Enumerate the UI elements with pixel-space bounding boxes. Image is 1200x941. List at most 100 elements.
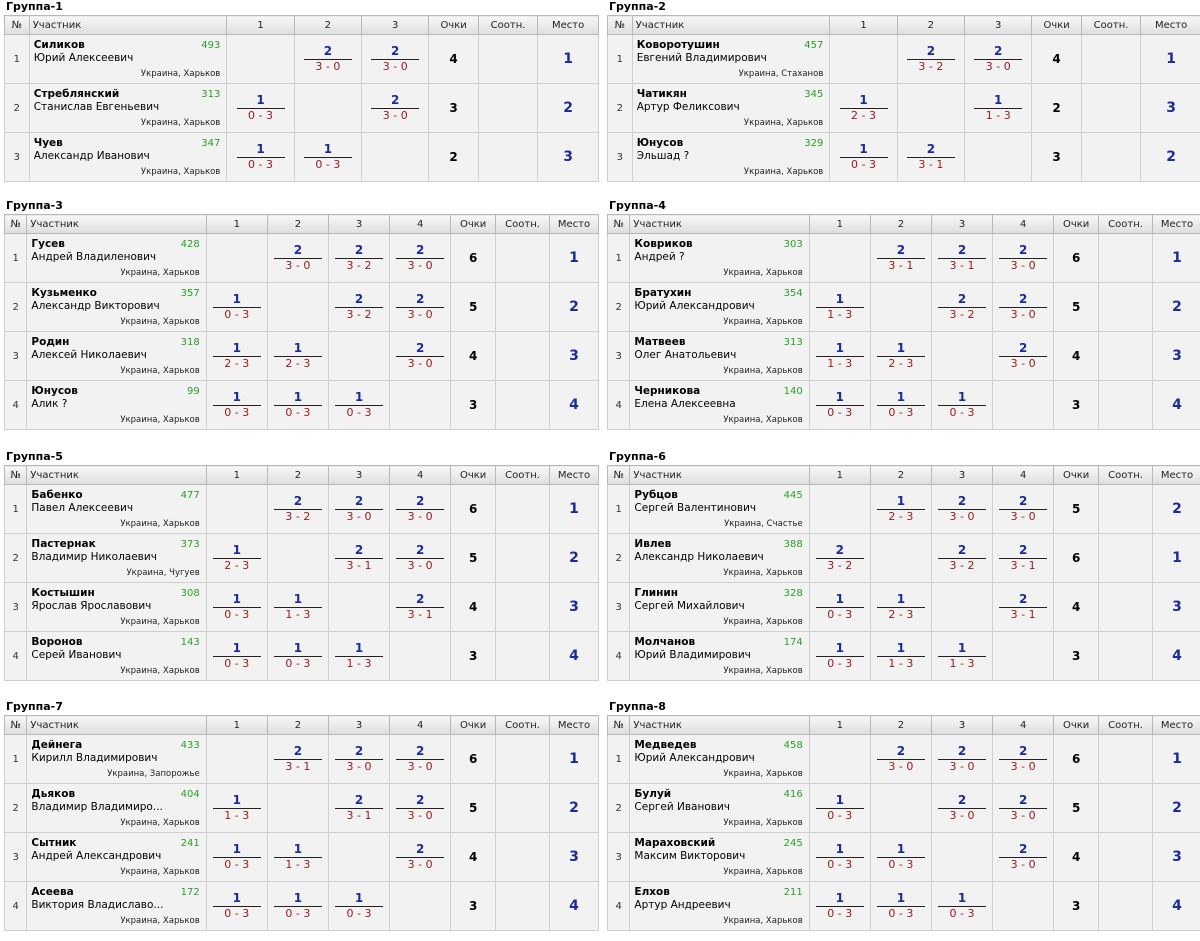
player-cell[interactable]: Рубцов Сергей Валентинович 445 Украина, Сча… (629, 484, 810, 534)
player-lastname[interactable]: Стреблянский (33, 88, 120, 100)
player-cell[interactable]: Чатикян Артур Феликсович 345 Украина, Харьк… (631, 83, 831, 133)
player-lastname[interactable]: Гусев (31, 238, 65, 250)
player-lastname[interactable]: Черникова (634, 385, 701, 397)
player-lastname[interactable]: Ивлев (634, 538, 672, 550)
player-lastname[interactable]: Асеева (31, 886, 74, 898)
player-cell[interactable]: Асеева Виктория Владиславо... 172 Украина, … (26, 881, 207, 931)
player-lastname[interactable]: Юнусов (636, 137, 684, 149)
player-lastname[interactable]: Молчанов (634, 636, 696, 648)
player-lastname[interactable]: Пастернак (31, 538, 96, 550)
player-cell[interactable]: Чуев Александр Иванович 347 Украина, Харько… (28, 132, 228, 182)
player-cell[interactable]: Коворотушин Евгений Владимирович 457 Украин… (631, 34, 831, 84)
player-lastname[interactable]: Коворотушин (636, 39, 720, 51)
player-lastname[interactable]: Бабенко (31, 489, 83, 501)
player-lastname[interactable]: Сытник (31, 837, 77, 849)
player-cell[interactable]: Юнусов Алик ? 99 Украина, Харьков (26, 380, 207, 430)
player-cell[interactable]: Черникова Елена Алексеевна 140 Украина, Хар… (629, 380, 810, 430)
player-cell[interactable]: Бабенко Павел Алексеевич 477 Украина, Харьк… (26, 484, 207, 534)
player-lastname[interactable]: Родин (31, 336, 70, 348)
player-lastname[interactable]: Силиков (33, 39, 85, 51)
player-cell[interactable]: Булуй Сергей Иванович 416 Украина, Харьков (629, 783, 810, 833)
player-lastname[interactable]: Костышин (31, 587, 95, 599)
player-lastname[interactable]: Рубцов (634, 489, 678, 501)
player-lastname[interactable]: Булуй (634, 788, 672, 800)
player-lastname[interactable]: Братухин (634, 287, 692, 299)
player-cell[interactable]: Сытник Андрей Александрович 241 Украина, Ха… (26, 832, 207, 882)
player-cell[interactable]: Силиков Юрий Алексеевич 493 Украина, Харько… (28, 34, 228, 84)
player-lastname[interactable]: Воронов (31, 636, 83, 648)
player-cell[interactable]: Елхов Артур Андреевич 211 Украина, Харьков (629, 881, 810, 931)
player-lastname[interactable]: Чатикян (636, 88, 687, 100)
player-cell[interactable]: Родин Алексей Николаевич 318 Украина, Харьк… (26, 331, 207, 381)
player-cell[interactable]: Дейнега Кирилл Владимирович 433 Украина, За… (26, 734, 207, 784)
player-cell[interactable]: Гусев Андрей Владиленович 428 Украина, Харь… (26, 233, 207, 283)
player-lastname[interactable]: Матвеев (634, 336, 686, 348)
player-lastname[interactable]: Ковриков (634, 238, 693, 250)
player-lastname[interactable]: Дьяков (31, 788, 76, 800)
player-cell[interactable]: Глинин Сергей Михайлович 328 Украина, Харьк… (629, 582, 810, 632)
player-cell[interactable]: Дьяков Владимир Владимиро... 404 Украина, Х… (26, 783, 207, 833)
